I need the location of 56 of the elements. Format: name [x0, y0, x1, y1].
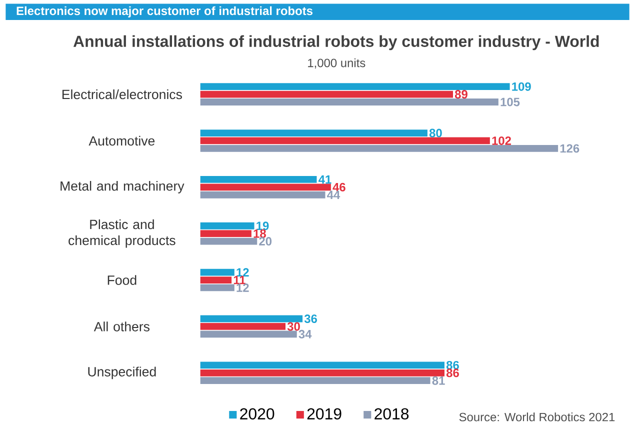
data-label: 46: [332, 182, 346, 192]
data-label: 102: [492, 136, 511, 146]
data-label: 20: [259, 237, 272, 246]
data-label: 36: [304, 314, 317, 324]
bar: [200, 323, 286, 330]
data-label: 11: [234, 276, 246, 284]
data-label: 18: [254, 229, 266, 238]
chart-title: Annual installations of industrial robots by customer industry - World: [73, 35, 599, 50]
text: Electronics now major customer of industrial robots: [16, 6, 313, 18]
data-label: 41: [318, 175, 332, 184]
bar: [200, 145, 558, 152]
bar: [200, 284, 234, 292]
data-label: 86: [446, 368, 459, 378]
source-note: Source: World Robotics 2021: [459, 412, 615, 422]
data-label: 86: [446, 361, 459, 370]
bar: [200, 268, 234, 276]
y-tick-label: All others: [94, 322, 150, 332]
data-label: 30: [287, 322, 300, 331]
data-label: 44: [327, 190, 340, 200]
bar: [200, 369, 444, 376]
bar: [200, 191, 326, 198]
bar: [200, 377, 430, 384]
bar: [200, 98, 498, 106]
bar: [200, 83, 510, 90]
data-label: 89: [454, 90, 468, 99]
y-tick-label: Food: [108, 275, 136, 285]
bar: [200, 276, 232, 284]
y-tick-label: Plastic and chemical products: [68, 219, 176, 248]
y-tick-label: Unspecified: [88, 366, 156, 380]
data-label: 34: [298, 330, 312, 338]
bar: [200, 362, 444, 369]
data-label: 19: [256, 222, 269, 230]
bar: [200, 130, 428, 137]
chart-subtitle: 1,000 units: [308, 58, 366, 69]
bar: [200, 184, 331, 191]
data-label: 12: [236, 268, 249, 277]
data-label: 126: [560, 144, 580, 153]
data-label: 81: [432, 376, 445, 385]
bar: [200, 330, 297, 338]
bar: [200, 230, 252, 238]
bar: [200, 137, 490, 144]
data-label: 109: [512, 82, 531, 91]
legend-label: 2019: [307, 408, 342, 420]
bar: [200, 176, 317, 183]
bar: [200, 90, 454, 98]
bar: [200, 315, 303, 322]
legend-label: 2020: [240, 408, 274, 420]
bar: [200, 238, 258, 245]
legend-label: 2018: [374, 408, 409, 420]
data-label: 12: [236, 284, 249, 292]
y-tick-label: Electrical/electronics: [62, 89, 182, 100]
data-label: 105: [500, 98, 520, 106]
bar: [200, 222, 254, 230]
data-label: 80: [429, 128, 442, 138]
y-tick-label: Metal and machinery: [60, 181, 184, 194]
y-tick-label: Automotive: [88, 136, 155, 146]
